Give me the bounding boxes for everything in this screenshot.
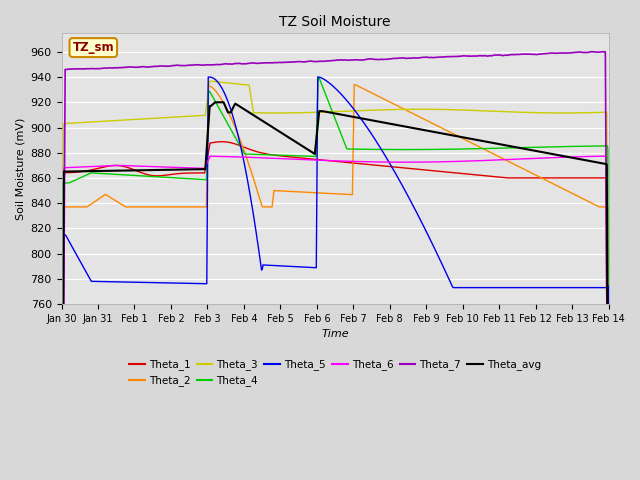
Theta_7	[311, 59, 319, 64]
Theta_avg	[211, 99, 219, 105]
Theta_2	[290, 189, 298, 194]
Line: Theta_3: Theta_3	[61, 81, 609, 480]
Theta_avg	[100, 168, 108, 174]
Theta_4	[314, 74, 322, 80]
Theta_5	[122, 279, 130, 285]
Theta_2	[350, 82, 358, 87]
Theta_6	[290, 156, 298, 162]
Theta_6	[311, 157, 319, 163]
Theta_6	[602, 153, 609, 159]
Theta_7	[301, 59, 309, 65]
Theta_4	[122, 172, 130, 178]
Theta_2	[100, 192, 108, 198]
Theta_5	[290, 264, 298, 269]
Theta_3	[290, 110, 298, 116]
Theta_5	[100, 279, 108, 285]
Theta_5	[369, 134, 377, 140]
Theta_4	[301, 153, 309, 159]
Theta_5	[311, 265, 319, 271]
Theta_2	[369, 91, 377, 96]
Theta_6	[122, 163, 130, 168]
Theta_6	[100, 163, 108, 169]
Line: Theta_5: Theta_5	[61, 77, 609, 480]
Theta_5	[204, 74, 212, 80]
Theta_4	[311, 154, 319, 159]
Theta_3	[122, 117, 130, 123]
Theta_4	[290, 153, 298, 158]
Line: Theta_1: Theta_1	[61, 142, 609, 480]
Theta_7	[122, 64, 130, 70]
Theta_2	[301, 189, 309, 195]
Theta_avg	[122, 168, 130, 173]
Theta_2	[122, 204, 130, 210]
Theta_avg	[311, 148, 319, 154]
Legend: Theta_1, Theta_2, Theta_3, Theta_4, Theta_5, Theta_6, Theta_7, Theta_avg: Theta_1, Theta_2, Theta_3, Theta_4, Thet…	[125, 355, 545, 391]
Theta_1	[122, 164, 130, 170]
X-axis label: Time: Time	[321, 329, 349, 339]
Line: Theta_7: Theta_7	[61, 52, 609, 480]
Theta_1	[301, 156, 309, 161]
Theta_5	[301, 264, 309, 270]
Line: Theta_6: Theta_6	[61, 156, 609, 480]
Theta_2	[311, 190, 319, 195]
Theta_avg	[290, 138, 298, 144]
Line: Theta_2: Theta_2	[61, 84, 609, 480]
Theta_1	[218, 139, 225, 144]
Theta_4	[100, 171, 108, 177]
Line: Theta_avg: Theta_avg	[61, 102, 609, 480]
Theta_avg	[369, 118, 377, 123]
Theta_3	[369, 107, 377, 113]
Theta_6	[369, 159, 377, 165]
Theta_1	[100, 164, 108, 170]
Theta_1	[311, 156, 319, 162]
Theta_7	[589, 49, 596, 55]
Theta_3	[311, 109, 319, 115]
Theta_3	[301, 110, 309, 116]
Theta_7	[369, 56, 377, 62]
Theta_3	[206, 78, 214, 84]
Theta_6	[301, 157, 309, 163]
Line: Theta_4: Theta_4	[61, 77, 609, 480]
Theta_3	[100, 119, 108, 124]
Text: TZ_sm: TZ_sm	[72, 41, 114, 54]
Theta_1	[369, 162, 377, 168]
Theta_1	[290, 155, 298, 160]
Theta_7	[290, 59, 298, 65]
Y-axis label: Soil Moisture (mV): Soil Moisture (mV)	[15, 117, 25, 220]
Theta_7	[100, 65, 108, 71]
Theta_avg	[301, 145, 309, 151]
Title: TZ Soil Moisture: TZ Soil Moisture	[279, 15, 391, 29]
Theta_4	[369, 146, 377, 152]
